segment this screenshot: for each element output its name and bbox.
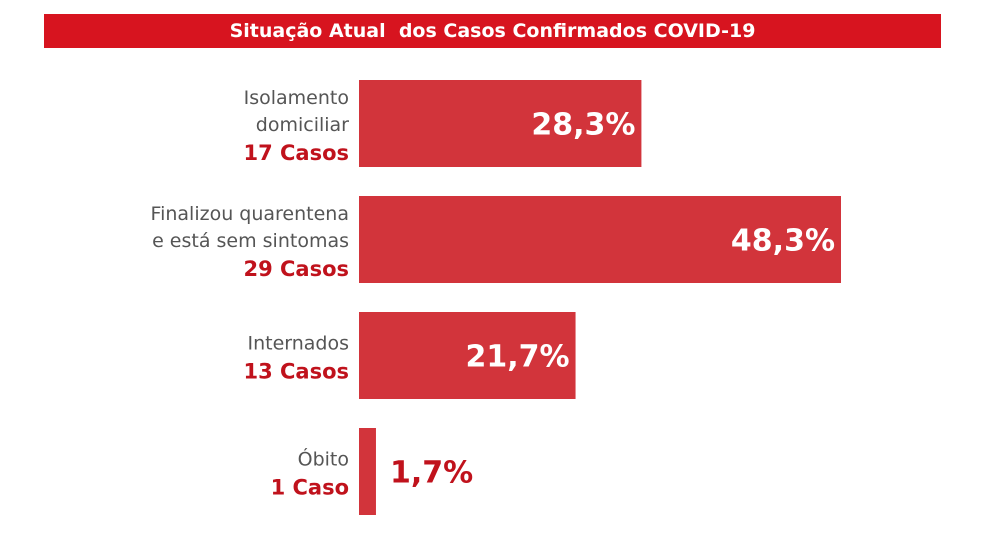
category-count-0: 17 Casos [243,141,349,165]
category-label-2-line-0: Internados [247,333,349,355]
category-label-0-line-1: domiciliar [256,114,349,136]
category-label-3-line-0: Óbito [298,447,349,471]
bar-2 [359,312,576,399]
data-label-3: 1,7% [390,456,473,491]
category-count-1: 29 Casos [243,257,349,281]
data-label-2: 21,7% [465,340,569,375]
chart-title: Situação Atual dos Casos Confirmados COV… [44,14,941,48]
data-label-1: 48,3% [731,224,835,259]
category-label-1-line-1: e está sem sintomas [152,230,349,252]
bar-0 [359,80,642,167]
bar-3 [359,428,376,515]
category-count-3: 1 Caso [271,476,349,500]
bar-1 [359,196,841,283]
data-label-0: 28,3% [531,108,635,143]
category-count-2: 13 Casos [243,360,349,384]
category-label-0-line-0: Isolamento [244,87,349,109]
category-label-1-line-0: Finalizou quarentena [151,203,349,225]
